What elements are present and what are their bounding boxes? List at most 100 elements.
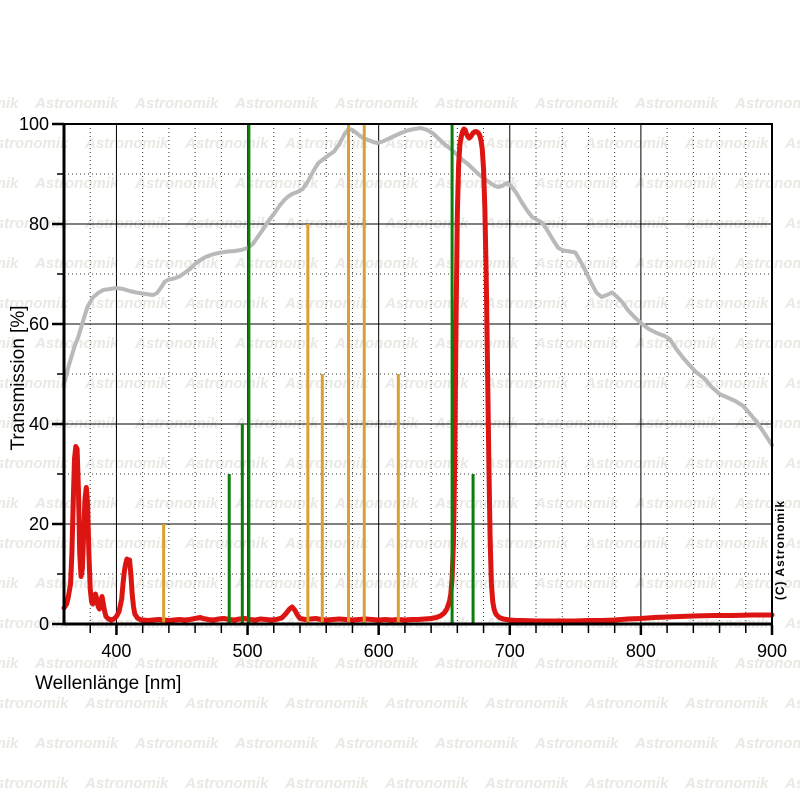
watermark-text: Astronomik bbox=[584, 535, 669, 552]
watermark-text: Astronomik bbox=[534, 655, 619, 672]
watermark-text: Astronomik bbox=[734, 255, 800, 272]
watermark-text: Astronomik bbox=[0, 335, 19, 352]
watermark-text: Astronomik bbox=[0, 695, 69, 712]
watermark-text: Astronomik bbox=[284, 375, 369, 392]
watermark-text: Astronomik bbox=[334, 255, 419, 272]
watermark-text: Astronomik bbox=[0, 415, 19, 432]
watermark-text: Astronomik bbox=[384, 455, 469, 472]
x-tick-label: 600 bbox=[364, 641, 394, 661]
watermark-text: Astronomik bbox=[734, 735, 800, 752]
watermark-text: Astronomik bbox=[384, 135, 469, 152]
watermark-text: Astronomik bbox=[34, 255, 119, 272]
watermark-text: Astronomik bbox=[634, 575, 719, 592]
watermark-text: Astronomik bbox=[134, 575, 219, 592]
watermark-text: Astronomik bbox=[34, 655, 119, 672]
watermark-text: Astronomik bbox=[684, 135, 769, 152]
watermark-text: Astronomik bbox=[184, 695, 269, 712]
watermark-text: Astronomik bbox=[84, 295, 169, 312]
watermark-text: Astronomik bbox=[134, 175, 219, 192]
watermark-text: Astronomik bbox=[134, 495, 219, 512]
x-tick-label: 800 bbox=[626, 641, 656, 661]
watermark-text: Astronomik bbox=[734, 335, 800, 352]
sensor-sensitivity-curve bbox=[62, 126, 774, 447]
watermark-text: Astronomik bbox=[684, 775, 769, 792]
watermark-text: Astronomik bbox=[284, 135, 369, 152]
watermark-text: Astronomik bbox=[584, 775, 669, 792]
watermark-text: Astronomik bbox=[0, 255, 19, 272]
watermark-text: Astronomik bbox=[634, 495, 719, 512]
watermark-text: Astronomik bbox=[84, 775, 169, 792]
watermark-text: Astronomik bbox=[134, 655, 219, 672]
watermark-text: Astronomik bbox=[234, 735, 319, 752]
watermark-text: Astronomik bbox=[234, 255, 319, 272]
watermark-text: Astronomik bbox=[784, 615, 800, 632]
copyright-label: (C) Astronomik bbox=[773, 500, 787, 600]
watermark-text: Astronomik bbox=[334, 95, 419, 112]
x-tick-label: 400 bbox=[101, 641, 131, 661]
watermark-text: Astronomik bbox=[0, 615, 69, 632]
watermark-text: Astronomik bbox=[0, 95, 19, 112]
x-tick-label: 700 bbox=[495, 641, 525, 661]
watermark-text: Astronomik bbox=[784, 455, 800, 472]
axis-layer bbox=[52, 122, 774, 635]
y-axis-title: Transmission [%] bbox=[8, 306, 29, 451]
watermark-text: Astronomik bbox=[34, 575, 119, 592]
watermark-text: Astronomik bbox=[0, 175, 19, 192]
watermark-text: Astronomik bbox=[584, 135, 669, 152]
watermark-text: Astronomik bbox=[584, 695, 669, 712]
watermark-text: Astronomik bbox=[534, 735, 619, 752]
watermark-text: Astronomik bbox=[0, 775, 69, 792]
watermark-text: Astronomik bbox=[634, 735, 719, 752]
watermark-text: Astronomik bbox=[684, 535, 769, 552]
watermark-text: Astronomik bbox=[284, 455, 369, 472]
watermark-text: Astronomik bbox=[0, 575, 19, 592]
y-tick-label: 0 bbox=[39, 614, 49, 634]
watermark-text: Astronomik bbox=[334, 175, 419, 192]
watermark-text: Astronomik bbox=[534, 95, 619, 112]
watermark-text: Astronomik bbox=[534, 175, 619, 192]
watermark-text: Astronomik bbox=[0, 495, 19, 512]
watermark-text: Astronomik bbox=[484, 455, 569, 472]
x-tick-label: 500 bbox=[233, 641, 263, 661]
watermark-text: Astronomik bbox=[334, 495, 419, 512]
watermark-text: Astronomik bbox=[334, 655, 419, 672]
watermark-text: Astronomik bbox=[234, 95, 319, 112]
watermark-text: Astronomik bbox=[684, 455, 769, 472]
watermark-text: Astronomik bbox=[134, 735, 219, 752]
watermark-text: Astronomik bbox=[384, 375, 469, 392]
watermark-text: Astronomik bbox=[634, 255, 719, 272]
watermark-text: Astronomik bbox=[784, 295, 800, 312]
tick-label-layer: 0 20 40 60 80 100 400 500 600 700 800 900 bbox=[19, 114, 787, 661]
watermark-text: Astronomik bbox=[734, 95, 800, 112]
watermark-text: Astronomik bbox=[84, 455, 169, 472]
watermark-text: Astronomik bbox=[784, 135, 800, 152]
watermark-text: Astronomik bbox=[534, 495, 619, 512]
watermark-text: Astronomik bbox=[0, 215, 69, 232]
watermark-text: Astronomik bbox=[0, 135, 69, 152]
watermark-text: Astronomik bbox=[134, 335, 219, 352]
watermark-text: Astronomik bbox=[184, 135, 269, 152]
watermark-text: Astronomik bbox=[184, 295, 269, 312]
watermark-text: Astronomik bbox=[34, 735, 119, 752]
watermark-text: Astronomik bbox=[384, 775, 469, 792]
watermark-text: Astronomik bbox=[84, 535, 169, 552]
watermark-text: Astronomik bbox=[0, 455, 69, 472]
watermark-text: Astronomik bbox=[734, 575, 800, 592]
watermark-text: Astronomik bbox=[484, 695, 569, 712]
watermark-text: Astronomik bbox=[534, 335, 619, 352]
watermark-text: Astronomik bbox=[634, 335, 719, 352]
watermark-text: Astronomik bbox=[0, 295, 69, 312]
watermark-text: Astronomik bbox=[534, 255, 619, 272]
watermark-text: Astronomik bbox=[784, 695, 800, 712]
watermark-text: Astronomik bbox=[384, 535, 469, 552]
watermark-text: Astronomik bbox=[234, 175, 319, 192]
watermark-text: Astronomik bbox=[384, 295, 469, 312]
watermark-text: Astronomik bbox=[234, 335, 319, 352]
watermark-text: Astronomik bbox=[334, 575, 419, 592]
watermark-text: Astronomik bbox=[284, 535, 369, 552]
watermark-text: Astronomik bbox=[784, 215, 800, 232]
watermark-text: Astronomik bbox=[434, 735, 519, 752]
watermark-text: Astronomik bbox=[484, 375, 569, 392]
watermark-text: Astronomik bbox=[684, 375, 769, 392]
